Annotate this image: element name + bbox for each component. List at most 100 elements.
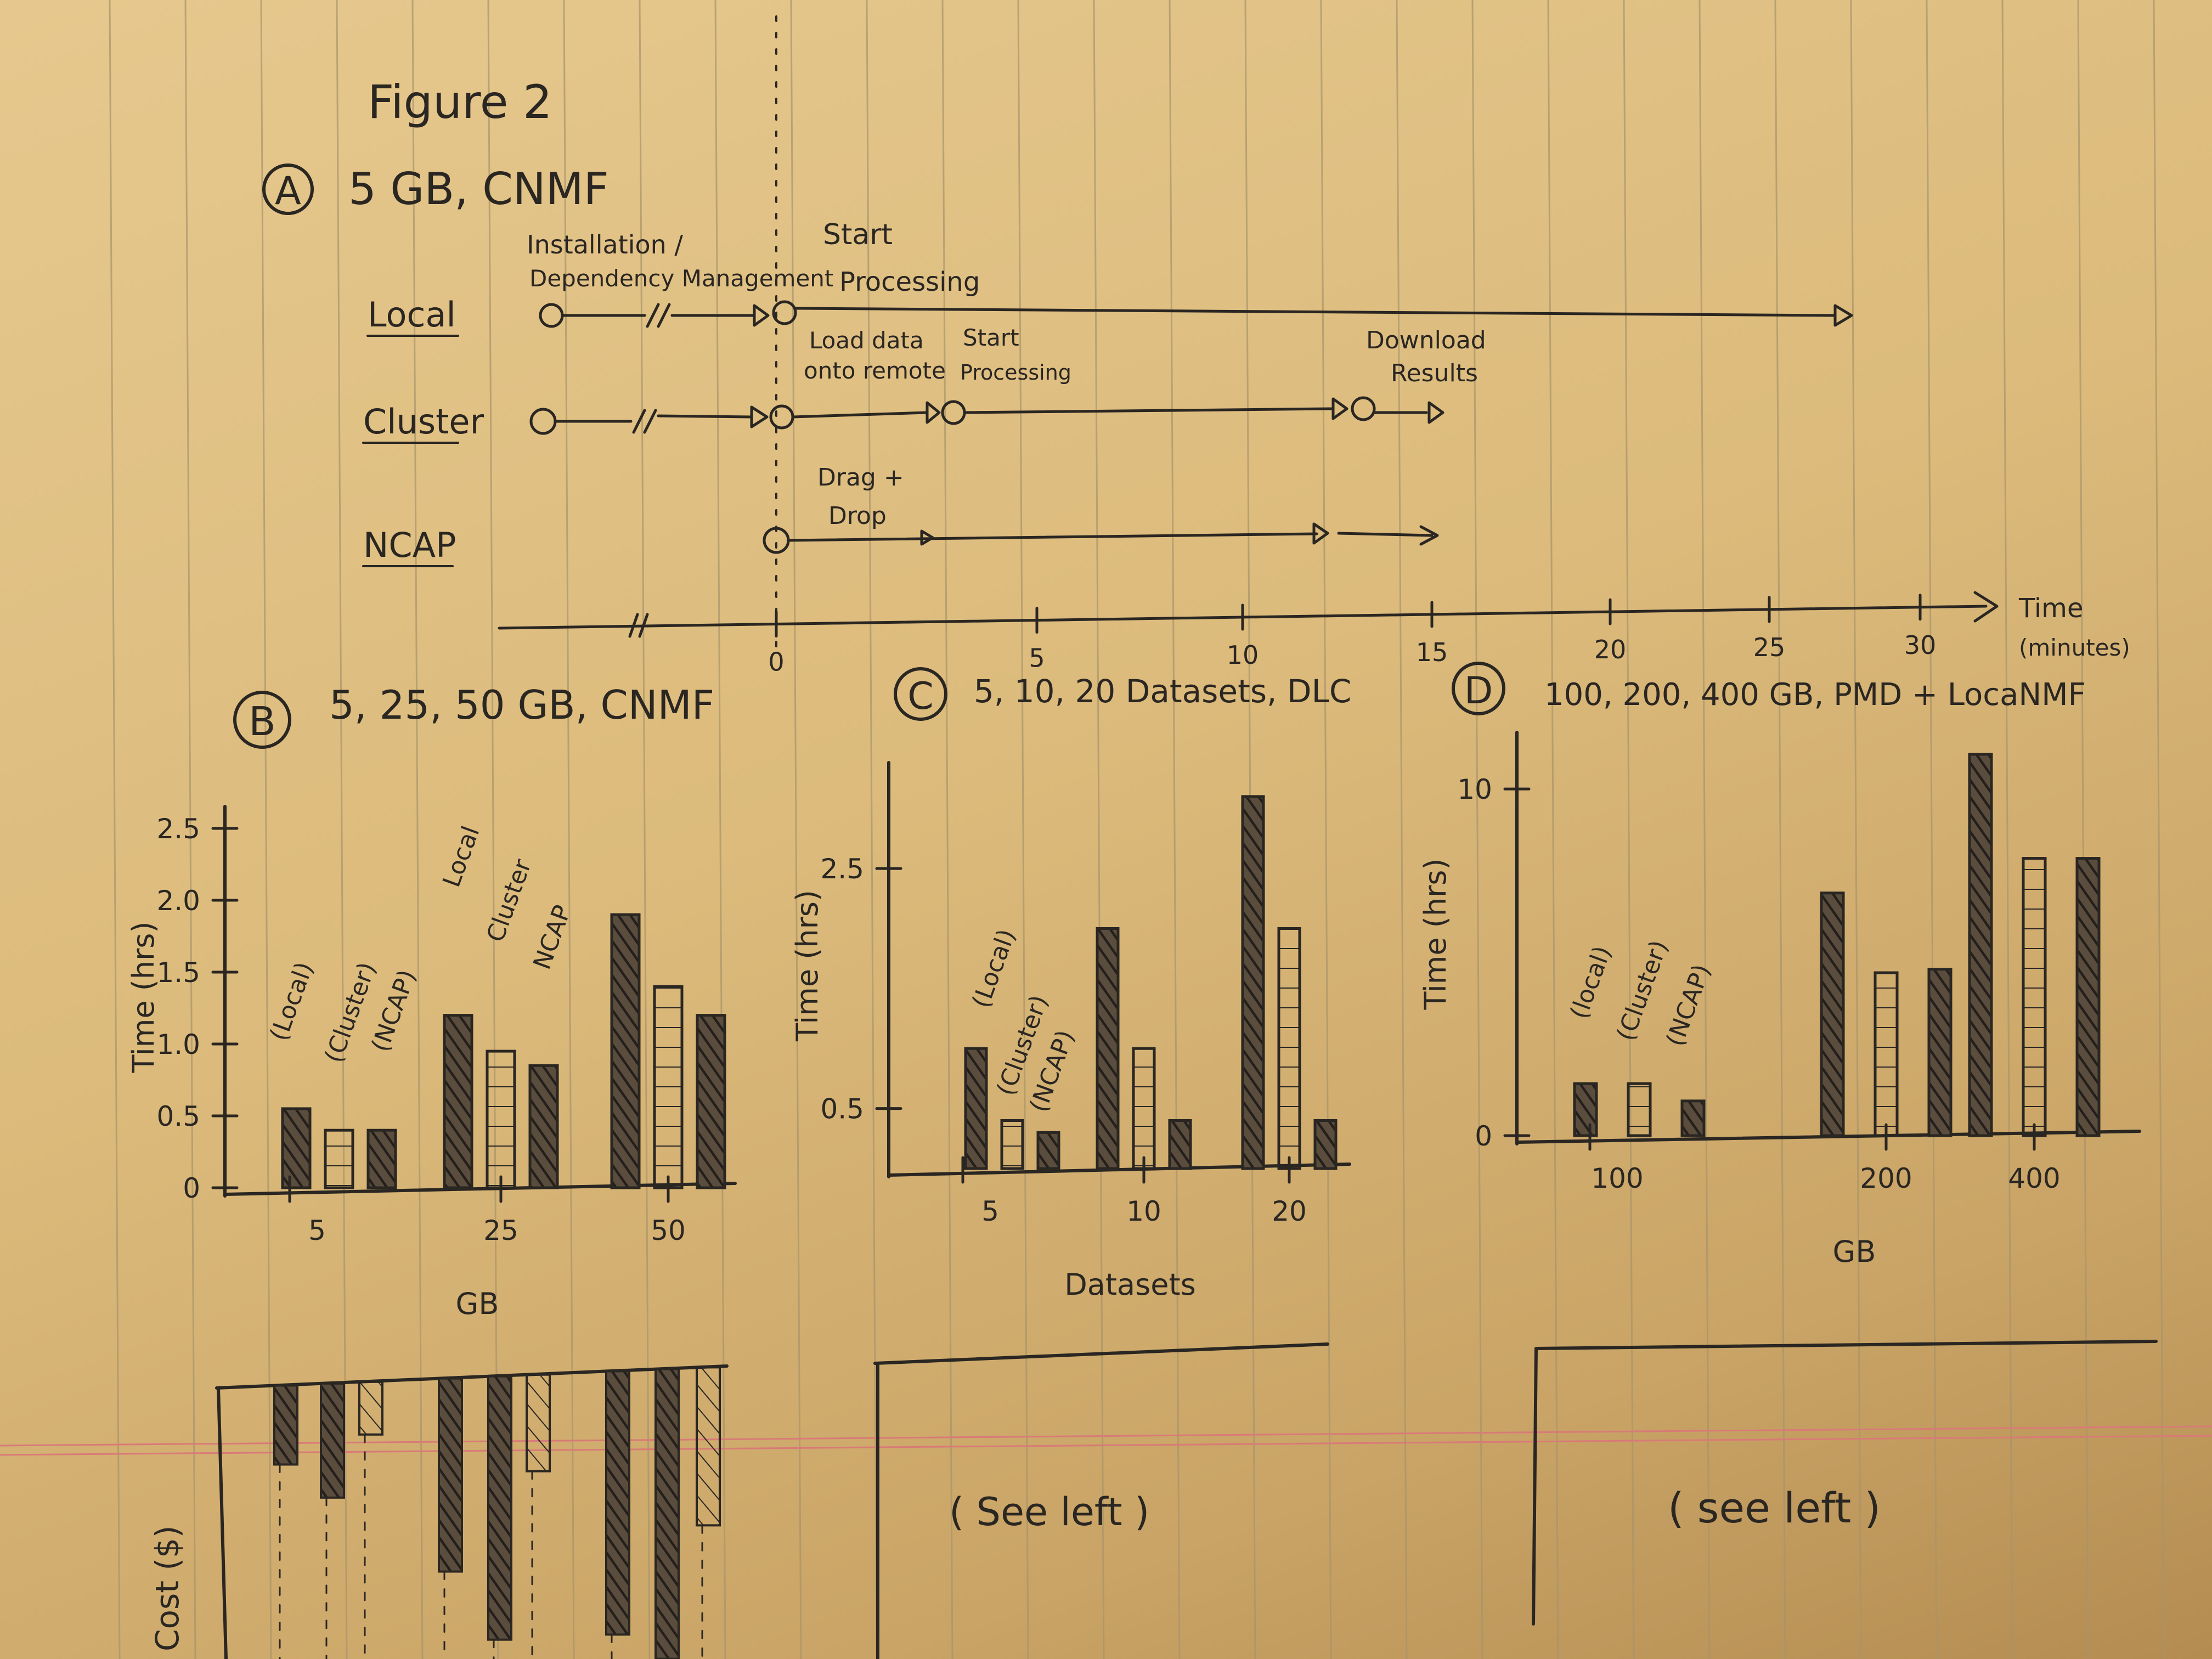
rule-line: [411, 0, 424, 1659]
cost-bar: [605, 1370, 630, 1636]
bar-label: (local): [1565, 943, 1617, 1023]
annot-start: Start: [823, 218, 893, 251]
axis-break: [628, 613, 639, 638]
panel-d: D 100, 200, 400 GB, PMD + LocaNMF 0 10 Tim…: [1418, 662, 2141, 1269]
panel-b: B 5, 25, 50 GB, CNMF 0 0.5 1.0 1.5 2.0 2.5 Tim…: [126, 682, 737, 1321]
y-tick-label: 0: [1475, 1120, 1492, 1152]
annot-download: Download: [1366, 326, 1486, 354]
panel-b-letter: B: [249, 698, 275, 744]
axis-break: [646, 303, 660, 328]
rule-line: [563, 0, 575, 1659]
cost-bar: [654, 1368, 680, 1659]
paper-rules: [109, 0, 2165, 1659]
x-tick-label: 400: [2008, 1163, 2060, 1194]
y-axis-label: Time (hrs): [790, 890, 825, 1042]
rule-line: [1471, 0, 1483, 1659]
x-tick-label: 200: [1860, 1163, 1912, 1194]
time-tick-label: 5: [1029, 644, 1045, 673]
time-tick-label: 30: [1904, 630, 1937, 660]
start-circle: [539, 303, 564, 328]
y-tick-label: 10: [1457, 774, 1492, 805]
y-tick-label: 2.5: [156, 813, 200, 845]
rule-line: [1017, 0, 1029, 1659]
rule-line: [941, 0, 953, 1659]
rule-line: [2001, 0, 2013, 1659]
annot-load-data: Load data: [809, 327, 924, 354]
annot-start-cluster: Start: [963, 324, 1019, 351]
bar-cluster-25: [486, 1049, 516, 1189]
bar-local-20: [1241, 795, 1265, 1170]
start-circle: [941, 400, 966, 425]
timeline-ncap: [763, 522, 1439, 554]
time-ticks: 0 5 10 15 20 25 30: [768, 594, 1937, 677]
x-tick-label: 5: [981, 1195, 999, 1227]
rule-line: [1093, 0, 1105, 1659]
time-tick-label: 20: [1594, 635, 1627, 664]
figure-title: Figure 2: [368, 75, 552, 129]
cost-bar: [358, 1380, 383, 1436]
rule-line: [184, 0, 196, 1659]
bar-cluster-10: [1132, 1047, 1156, 1170]
y-tick-label: 2.5: [820, 853, 864, 885]
bar-cluster-20: [1277, 927, 1301, 1170]
panel-d-title: 100, 200, 400 GB, PMD + LocaNMF: [1544, 677, 2086, 713]
bar-ncap-25: [528, 1064, 559, 1189]
annot-dependency: Dependency Management: [529, 265, 833, 292]
cost-d-top-line: [1534, 1340, 2158, 1350]
y-tick-label: 0: [183, 1172, 200, 1204]
rule-line: [866, 0, 878, 1659]
arrowhead: [753, 304, 770, 327]
time-axis-arrow: [1973, 591, 1999, 623]
x-axis-label: GB: [1833, 1234, 1876, 1269]
axis-break: [643, 409, 657, 434]
timeline-segment: [963, 407, 1335, 414]
cost-bar: [320, 1382, 345, 1499]
rule-line: [790, 0, 802, 1659]
row-label-local: Local: [368, 295, 456, 335]
time-axis-label: Time: [2018, 593, 2083, 624]
bar-label: (Cluster): [1611, 936, 1673, 1044]
row-label-ncap: NCAP: [363, 525, 456, 565]
cost-c-top-line: [873, 1342, 1329, 1365]
bar-label: Cluster: [481, 855, 537, 946]
rule-line: [2077, 0, 2089, 1659]
cost-chart-b: [215, 1364, 729, 1659]
y-tick-label: 1.0: [156, 1029, 200, 1060]
rule-line: [1850, 0, 1862, 1659]
arrowhead: [1331, 397, 1348, 420]
x-axis-label: GB: [456, 1286, 499, 1321]
time-tick-label: 10: [1227, 640, 1259, 670]
row-label-cluster: Cluster: [363, 402, 484, 442]
panel-letter-circle: [262, 163, 314, 215]
panel-letter-circle: [1452, 662, 1505, 715]
chart-b: 0 0.5 1.0 1.5 2.0 2.5 Time (hrs) 5 25 50 GB (Local)…: [126, 805, 737, 1321]
axis-break: [638, 613, 649, 638]
cost-bar: [273, 1384, 298, 1466]
annot-drag: Drag +: [817, 464, 904, 492]
annot-installation: Installation /: [527, 230, 683, 259]
time-axis-unit: (minutes): [2019, 634, 2130, 661]
timeline-segment: [791, 411, 929, 419]
cost-d-left-line: [1532, 1347, 1538, 1626]
bar-local-200: [1820, 891, 1845, 1137]
time-tick-label: 0: [768, 647, 784, 677]
x-axis-label: Datasets: [1064, 1267, 1196, 1302]
arrowhead: [750, 405, 769, 428]
bar-cluster-50: [653, 985, 684, 1189]
y-tick-label: 0.5: [156, 1101, 200, 1132]
arrowhead: [926, 401, 941, 424]
bar-ncap-100: [1680, 1099, 1706, 1137]
bar-ncap-200: [1927, 968, 1953, 1137]
rule-line: [1926, 0, 1938, 1659]
rule-line: [1547, 0, 1559, 1659]
cost-row: Cost ($) ( See left ) ( see left ): [149, 1340, 2158, 1659]
bar-local-25: [443, 1014, 473, 1189]
y-axis-label: Time (hrs): [126, 921, 161, 1073]
timeline-local: [539, 300, 1853, 328]
timeline-segment: [787, 532, 1318, 542]
rule-line: [2153, 0, 2165, 1659]
panel-b-title: 5, 25, 50 GB, CNMF: [329, 682, 714, 728]
start-circle: [769, 404, 794, 430]
bar-local-100: [1573, 1082, 1598, 1137]
axis-break: [657, 303, 671, 328]
